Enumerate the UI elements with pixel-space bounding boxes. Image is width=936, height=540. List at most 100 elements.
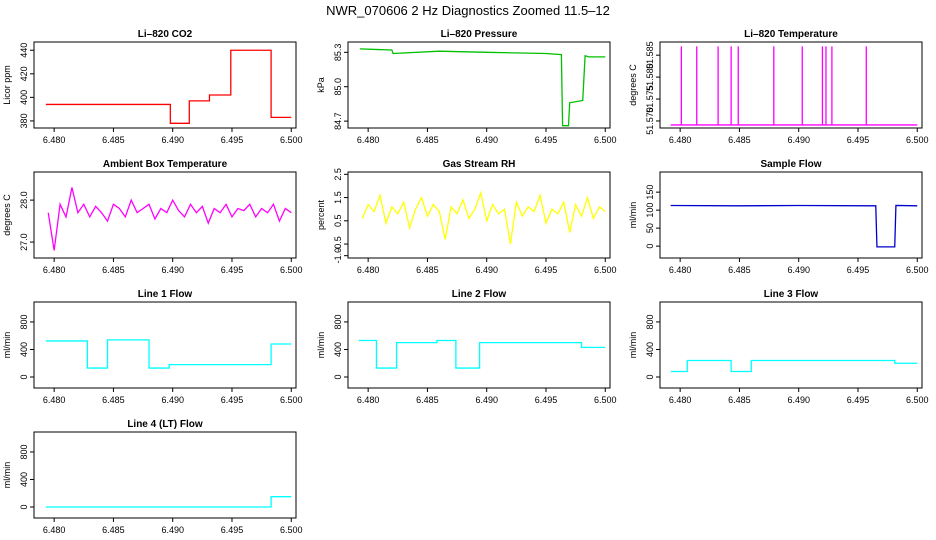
y-tick-label: 51.570 (645, 107, 655, 135)
x-tick-label: 6.500 (594, 265, 617, 275)
plot-frame (33, 431, 297, 519)
y-axis-label: kPa (316, 77, 326, 93)
plot-frame (347, 171, 611, 259)
y-tick-label: 800 (333, 314, 343, 329)
x-tick-label: 6.495 (847, 395, 870, 405)
data-line (47, 187, 292, 251)
x-tick-label: 6.480 (43, 265, 66, 275)
y-tick-label: 1.5 (333, 191, 343, 204)
x-tick-label: 6.500 (906, 395, 929, 405)
figure-title: NWR_070606 2 Hz Diagnostics Zoomed 11.5–… (326, 3, 610, 18)
x-tick-label: 6.480 (669, 135, 692, 145)
y-tick-label: 84.7 (333, 112, 343, 130)
data-line (358, 339, 606, 369)
x-tick-label: 6.500 (280, 525, 303, 535)
panel-title: Line 2 Flow (452, 289, 507, 300)
y-tick-label: 2.5 (333, 168, 343, 181)
x-tick-label: 6.490 (475, 395, 498, 405)
x-tick-label: 6.485 (728, 135, 751, 145)
x-tick-label: 6.485 (416, 395, 439, 405)
x-tick-label: 6.495 (535, 265, 558, 275)
y-tick-label: 800 (645, 314, 655, 329)
y-tick-label: 380 (19, 113, 29, 128)
x-tick-label: 6.490 (161, 265, 184, 275)
y-tick-label: 51.585 (645, 41, 655, 69)
x-tick-label: 6.495 (221, 395, 244, 405)
y-tick-label: 400 (19, 342, 29, 357)
data-line (45, 496, 292, 508)
x-tick-label: 6.500 (594, 135, 617, 145)
y-tick-label: 0 (19, 374, 29, 379)
y-axis-label: percent (316, 199, 326, 230)
y-tick-label: 440 (19, 43, 29, 58)
plot-frame (659, 301, 923, 389)
y-tick-label: -1.0 (333, 248, 343, 264)
panel-title: Li–820 CO2 (138, 29, 193, 40)
panel-title: Li–820 Temperature (744, 29, 838, 40)
y-axis-label: ml/min (628, 202, 638, 229)
y-tick-label: 400 (645, 342, 655, 357)
panel-title: Ambient Box Temperature (103, 159, 228, 170)
y-tick-label: 420 (19, 66, 29, 81)
y-tick-label: 50 (645, 223, 655, 233)
plot-frame (347, 41, 611, 129)
x-tick-label: 6.490 (787, 265, 810, 275)
y-axis-label: ml/min (2, 332, 12, 359)
x-tick-label: 6.490 (787, 135, 810, 145)
y-tick-label: 400 (333, 342, 343, 357)
data-line (359, 48, 606, 127)
x-tick-label: 6.485 (102, 265, 125, 275)
x-tick-label: 6.500 (906, 265, 929, 275)
y-tick-label: 150 (645, 185, 655, 200)
data-line (670, 46, 918, 126)
panel-title: Gas Stream RH (443, 159, 516, 170)
y-tick-label: 0 (645, 244, 655, 249)
x-tick-label: 6.495 (847, 265, 870, 275)
x-tick-label: 6.490 (161, 135, 184, 145)
y-tick-label: 100 (645, 203, 655, 218)
data-line (670, 359, 918, 373)
x-tick-label: 6.495 (221, 265, 244, 275)
data-line (45, 339, 292, 369)
x-tick-label: 6.490 (475, 265, 498, 275)
plot-frame (659, 41, 923, 129)
y-tick-label: 0 (333, 374, 343, 379)
y-tick-label: 28.0 (19, 191, 29, 209)
x-tick-label: 6.495 (847, 135, 870, 145)
x-tick-label: 6.500 (280, 395, 303, 405)
x-tick-label: 6.485 (416, 135, 439, 145)
y-tick-label: 85.3 (333, 44, 343, 62)
x-tick-label: 6.490 (475, 135, 498, 145)
plot-frame (33, 41, 297, 129)
x-tick-label: 6.495 (221, 135, 244, 145)
x-tick-label: 6.480 (43, 395, 66, 405)
y-axis-label: ml/min (2, 462, 12, 489)
y-tick-label: -0.5 (333, 236, 343, 252)
x-tick-label: 6.495 (221, 525, 244, 535)
panel-title: Line 4 (LT) Flow (127, 419, 203, 430)
plot-frame (347, 301, 611, 389)
x-tick-label: 6.495 (535, 395, 558, 405)
panel-title: Line 1 Flow (138, 289, 193, 300)
x-tick-label: 6.485 (102, 135, 125, 145)
data-line (361, 190, 606, 245)
y-axis-label: degrees C (2, 194, 12, 236)
y-tick-label: 0 (19, 504, 29, 509)
x-tick-label: 6.485 (416, 265, 439, 275)
y-tick-label: 0.5 (333, 215, 343, 228)
x-tick-label: 6.480 (669, 395, 692, 405)
y-tick-label: 800 (19, 444, 29, 459)
y-tick-label: 51.575 (645, 85, 655, 113)
y-axis-label: ml/min (628, 332, 638, 359)
x-tick-label: 6.490 (787, 395, 810, 405)
plot-frame (33, 171, 297, 259)
data-line (670, 204, 918, 248)
y-tick-label: 51.580 (645, 63, 655, 91)
x-tick-label: 6.485 (102, 395, 125, 405)
x-tick-label: 6.500 (594, 395, 617, 405)
x-tick-label: 6.500 (280, 265, 303, 275)
x-tick-label: 6.480 (357, 265, 380, 275)
y-tick-label: 400 (19, 472, 29, 487)
